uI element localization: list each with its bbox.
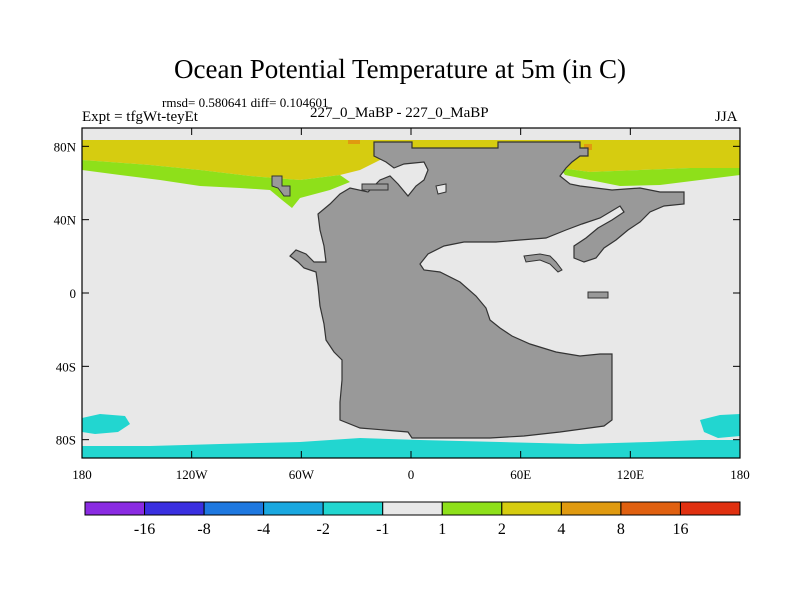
arctic-orange-patch <box>348 140 360 144</box>
y-tick-label: 80N <box>54 139 77 154</box>
colorbar-label: 16 <box>672 521 688 538</box>
siberia-green-region <box>560 168 740 186</box>
colorbar-swatch <box>203 501 265 516</box>
colorbar-swatch <box>144 501 205 516</box>
x-tick-label: 0 <box>408 467 415 482</box>
island-small-east <box>587 291 609 299</box>
y-tick-label: 80S <box>56 433 76 448</box>
colorbar-swatch <box>322 501 384 516</box>
colorbar: -16 -8 -4 -2 -1 1 2 4 8 16 <box>84 501 741 538</box>
y-axis-ticks: 80N 40N 0 40S 80S <box>54 139 740 448</box>
colorbar-swatch <box>501 501 562 516</box>
southern-cold-band <box>82 438 740 458</box>
colorbar-label: -1 <box>376 521 389 538</box>
comparison-label: 227_0_MaBP - 227_0_MaBP <box>310 105 489 121</box>
y-tick-label: 0 <box>70 286 77 301</box>
southwest-cold-patch <box>82 414 130 434</box>
x-tick-label: 120E <box>617 467 645 482</box>
x-tick-label: 180 <box>730 467 750 482</box>
colorbar-label: -2 <box>317 521 330 538</box>
pangaea-landmass <box>289 141 685 439</box>
tethys-inlet <box>435 183 447 195</box>
x-tick-label: 60E <box>510 467 531 482</box>
colorbar-swatch <box>263 501 324 516</box>
x-tick-label: 60W <box>289 467 315 482</box>
colorbar-label: 2 <box>498 521 506 538</box>
colorbar-label: 1 <box>438 521 446 538</box>
island-chain <box>523 253 563 273</box>
colorbar-label: 4 <box>557 521 565 538</box>
colorbar-label: -8 <box>197 521 210 538</box>
colorbar-swatch <box>679 501 741 516</box>
experiment-label: Expt = tfgWt-teyEt <box>82 109 198 125</box>
colorbar-label: 8 <box>617 521 625 538</box>
stats-text: rmsd= 0.580641 diff= 0.104601 <box>162 95 329 110</box>
southeast-cold-patch <box>700 414 740 438</box>
colorbar-swatch <box>382 501 443 516</box>
colorbar-swatch <box>620 501 681 516</box>
colorbar-label: -4 <box>257 521 270 538</box>
colorbar-swatch <box>84 501 146 516</box>
arctic-green-region <box>82 160 350 208</box>
island-north-west <box>271 175 291 197</box>
colorbar-label: -16 <box>134 521 155 538</box>
colorbar-swatch <box>441 501 503 516</box>
y-tick-label: 40N <box>54 213 77 228</box>
island-north-mid <box>361 183 389 191</box>
y-tick-label: 40S <box>56 359 76 374</box>
season-label: JJA <box>715 109 738 125</box>
x-axis-ticks: 180 120W 60W 0 60E 120E 180 <box>72 128 750 482</box>
chart-title: Ocean Potential Temperature at 5m (in C) <box>174 54 626 84</box>
x-tick-label: 180 <box>72 467 92 482</box>
x-tick-label: 120W <box>176 467 209 482</box>
colorbar-swatch <box>560 501 622 516</box>
arctic-orange-patch-east <box>584 144 592 150</box>
